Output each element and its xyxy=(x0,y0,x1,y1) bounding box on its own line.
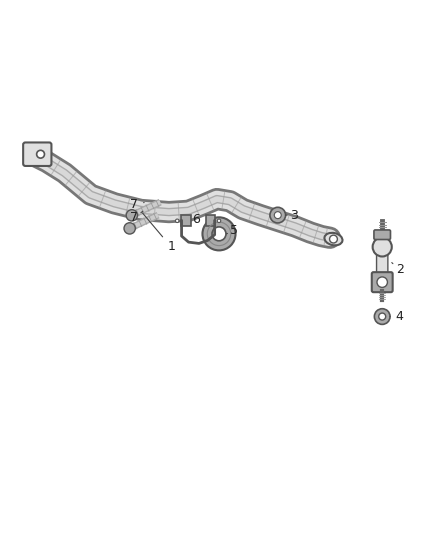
Circle shape xyxy=(374,309,390,325)
Circle shape xyxy=(126,209,138,221)
Circle shape xyxy=(270,207,286,223)
Circle shape xyxy=(377,277,388,287)
Circle shape xyxy=(176,219,179,223)
Text: 3: 3 xyxy=(286,208,298,222)
Circle shape xyxy=(379,313,386,320)
FancyBboxPatch shape xyxy=(181,215,191,227)
Text: 4: 4 xyxy=(390,310,403,323)
FancyBboxPatch shape xyxy=(372,272,392,292)
Text: 2: 2 xyxy=(392,263,403,277)
Text: 6: 6 xyxy=(192,213,200,226)
Circle shape xyxy=(217,219,221,223)
FancyBboxPatch shape xyxy=(374,230,391,239)
Text: 1: 1 xyxy=(142,213,175,253)
FancyBboxPatch shape xyxy=(377,254,388,283)
Circle shape xyxy=(373,237,392,256)
Circle shape xyxy=(274,212,281,219)
Circle shape xyxy=(202,217,236,251)
Text: 5: 5 xyxy=(226,224,238,237)
Circle shape xyxy=(37,150,45,158)
Circle shape xyxy=(329,235,337,243)
Circle shape xyxy=(124,223,135,234)
FancyBboxPatch shape xyxy=(23,142,51,166)
Circle shape xyxy=(212,227,226,241)
Text: 7: 7 xyxy=(130,211,143,224)
FancyBboxPatch shape xyxy=(205,215,215,227)
Text: 7: 7 xyxy=(130,198,144,211)
Ellipse shape xyxy=(325,233,343,245)
